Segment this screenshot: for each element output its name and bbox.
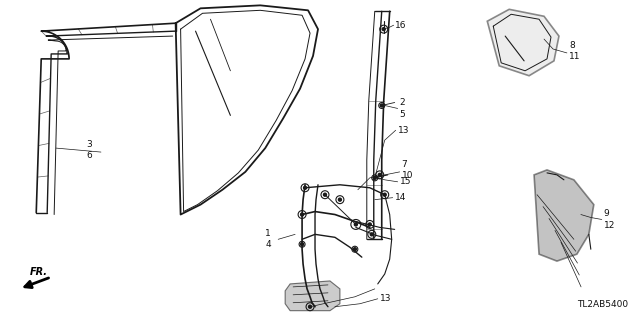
Text: 8
11: 8 11 <box>569 41 580 61</box>
Circle shape <box>371 233 373 236</box>
Polygon shape <box>285 281 340 311</box>
Text: FR.: FR. <box>30 267 48 277</box>
Circle shape <box>378 173 381 176</box>
Circle shape <box>301 213 303 216</box>
Circle shape <box>353 248 356 251</box>
Text: 1
4: 1 4 <box>266 229 271 249</box>
Circle shape <box>303 186 307 189</box>
Circle shape <box>368 223 371 226</box>
Polygon shape <box>487 9 559 76</box>
Circle shape <box>323 193 326 196</box>
Text: 7
10: 7 10 <box>402 160 413 180</box>
Text: 3
6: 3 6 <box>86 140 92 160</box>
Text: 16: 16 <box>395 21 406 30</box>
Circle shape <box>301 243 303 246</box>
Text: 14: 14 <box>395 193 406 202</box>
Circle shape <box>355 223 357 226</box>
Text: 9
12: 9 12 <box>604 209 615 229</box>
Text: TL2AB5400: TL2AB5400 <box>577 300 628 309</box>
Circle shape <box>380 104 383 107</box>
Circle shape <box>382 28 385 31</box>
Text: 13: 13 <box>397 126 409 135</box>
Circle shape <box>339 198 341 201</box>
Text: 2
5: 2 5 <box>399 99 405 118</box>
Text: 13: 13 <box>380 294 391 303</box>
Circle shape <box>373 176 376 179</box>
Circle shape <box>383 193 386 196</box>
Text: 15: 15 <box>399 177 411 186</box>
Polygon shape <box>534 170 594 261</box>
Circle shape <box>308 305 312 308</box>
